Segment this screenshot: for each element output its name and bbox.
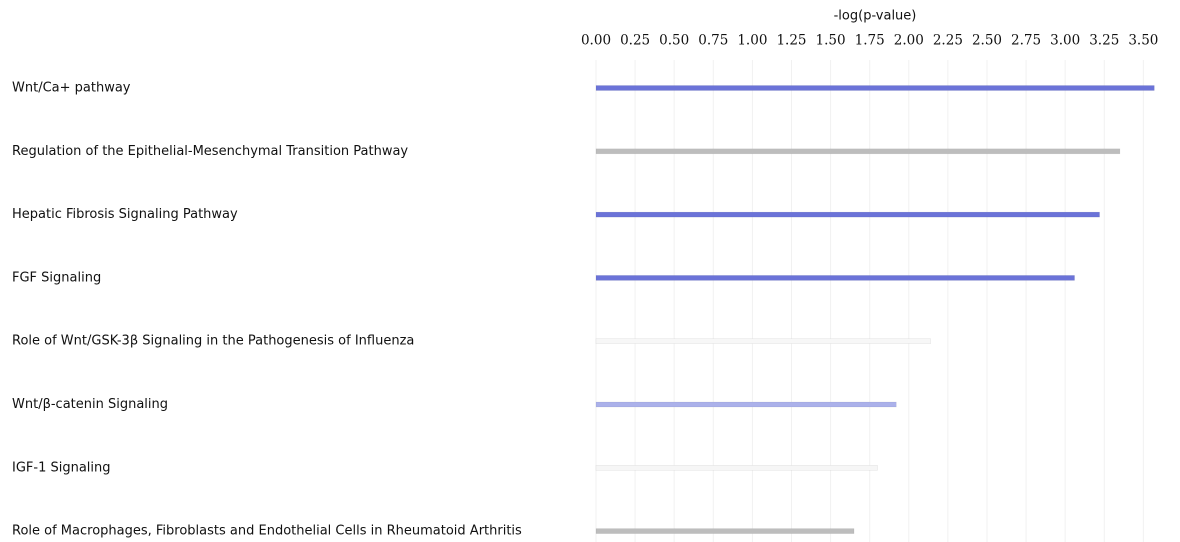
category-label: Role of Macrophages, Fibroblasts and End… — [12, 524, 522, 539]
x-tick-label: 2.00 — [894, 33, 924, 49]
bar — [595, 85, 1155, 91]
x-tick-label: 1.50 — [816, 33, 846, 49]
x-tick-label: 3.25 — [1089, 33, 1119, 49]
x-tick-label: 2.25 — [933, 33, 963, 49]
category-label: Role of Wnt/GSK-3β Signaling in the Path… — [12, 334, 414, 349]
x-tick-label: 0.25 — [620, 33, 650, 49]
bar — [595, 211, 1100, 218]
bar — [595, 338, 931, 345]
x-tick-label: 0.50 — [659, 33, 689, 49]
bar — [595, 528, 855, 534]
x-tick-label: 2.75 — [1011, 33, 1041, 49]
category-label: Hepatic Fibrosis Signaling Pathway — [12, 207, 238, 222]
x-tick-label: 2.50 — [972, 33, 1002, 49]
axis-title: -log(p-value) — [834, 9, 917, 24]
x-tick-label: 1.25 — [776, 33, 806, 49]
category-label: Wnt/Ca+ pathway — [12, 81, 131, 96]
x-tick-label: 0.00 — [581, 33, 611, 49]
bar — [595, 464, 878, 471]
category-label: IGF-1 Signaling — [12, 460, 111, 475]
x-tick-label: 0.75 — [698, 33, 728, 49]
bar — [595, 148, 1121, 155]
x-tick-label: 1.00 — [737, 33, 767, 49]
category-label: Regulation of the Epithelial-Mesenchymal… — [12, 144, 408, 159]
category-label: FGF Signaling — [12, 270, 101, 285]
x-tick-label: 1.75 — [855, 33, 885, 49]
x-tick-label: 3.00 — [1050, 33, 1080, 49]
category-label: Wnt/β-catenin Signaling — [12, 397, 168, 412]
bar — [595, 275, 1075, 281]
x-tick-label: 3.50 — [1128, 33, 1158, 49]
bar — [595, 401, 897, 408]
